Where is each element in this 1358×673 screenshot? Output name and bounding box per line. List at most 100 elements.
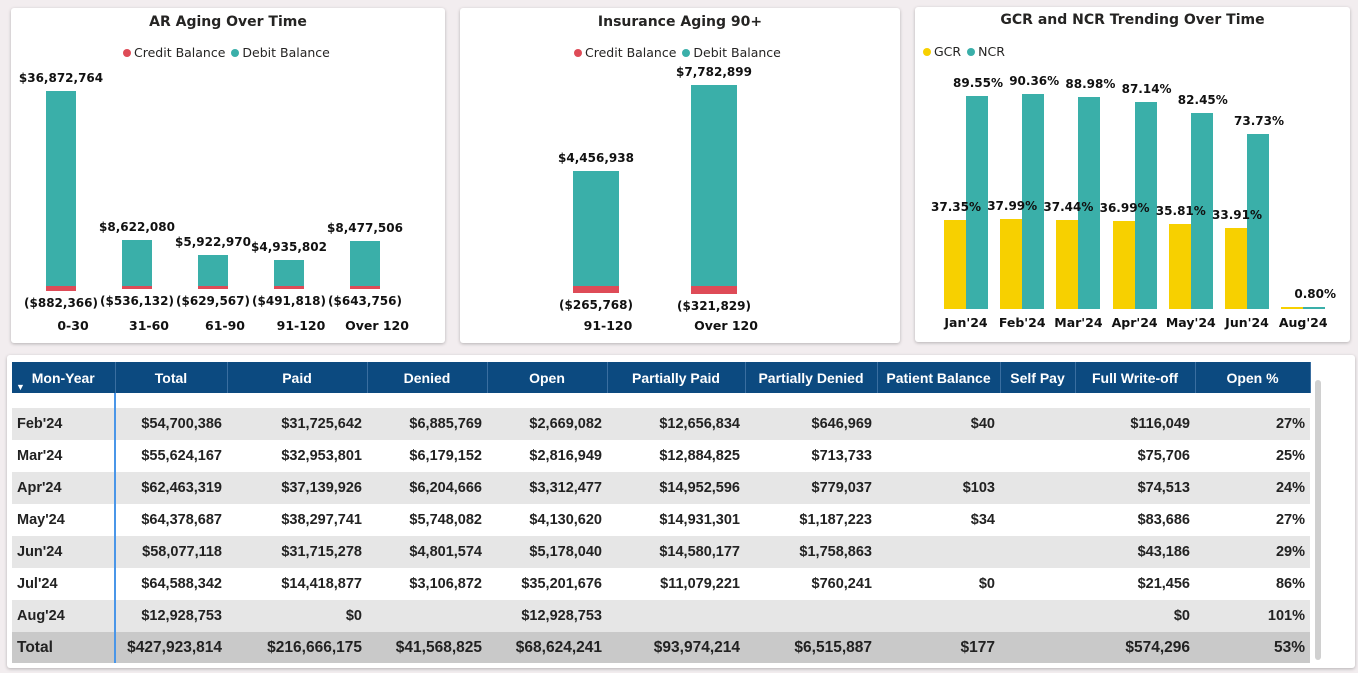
column-header[interactable]: Open bbox=[487, 362, 608, 393]
column-header[interactable]: Full Write-off bbox=[1075, 362, 1196, 393]
credit-bar bbox=[122, 286, 152, 289]
category-label: Feb'24 bbox=[998, 315, 1046, 330]
debit-bar bbox=[573, 171, 619, 286]
column-header[interactable]: Paid bbox=[227, 362, 368, 393]
column-header[interactable]: Partially Denied bbox=[745, 362, 878, 393]
table-cell: 27% bbox=[1195, 408, 1310, 440]
table-cell: 27% bbox=[1195, 504, 1310, 536]
column-header[interactable]: Patient Balance bbox=[877, 362, 1001, 393]
debit-label: $8,477,506 bbox=[327, 221, 403, 236]
debit-dot-icon bbox=[231, 49, 240, 57]
category-label: 61-90 bbox=[205, 318, 245, 333]
legend-debit[interactable]: Debit Balance bbox=[231, 45, 330, 60]
table-cell: $427,923,814 bbox=[115, 632, 227, 663]
ncr-dot-icon bbox=[967, 48, 976, 56]
credit-label: ($629,567) bbox=[176, 294, 250, 309]
table-cell: $54,700,386 bbox=[115, 408, 227, 440]
table-cell: Jun'24 bbox=[12, 536, 116, 568]
category-label: 0-30 bbox=[57, 318, 89, 333]
sort-desc-icon[interactable]: ▼ bbox=[16, 382, 25, 392]
table-cell: $14,580,177 bbox=[607, 536, 745, 568]
table-scrollbar[interactable] bbox=[1315, 380, 1321, 660]
table-cell: $55,624,167 bbox=[115, 440, 227, 472]
table-cell: $4,130,620 bbox=[487, 504, 607, 536]
table-cell: $3,312,477 bbox=[487, 472, 607, 504]
gcr-bar bbox=[1281, 307, 1304, 309]
credit-label: ($643,756) bbox=[328, 294, 402, 309]
table-cell: 53% bbox=[1195, 632, 1310, 663]
ins-legend: Credit Balance Debit Balance bbox=[574, 45, 781, 60]
table-cell: 24% bbox=[1195, 472, 1310, 504]
gcr-ncr-chart-panel: GCR and NCR Trending Over Time GCR NCR 3… bbox=[915, 7, 1350, 342]
gcr-ncr-title: GCR and NCR Trending Over Time bbox=[1000, 12, 1265, 28]
table-cell: $58,077,118 bbox=[115, 536, 227, 568]
ncr-bar bbox=[966, 95, 988, 309]
gcr-dot-icon bbox=[923, 48, 931, 56]
gcr-bar bbox=[1112, 220, 1135, 309]
table-cell: $0 bbox=[877, 568, 1000, 600]
credit-label: ($882,366) bbox=[24, 295, 98, 310]
column-header[interactable]: Mon-Year ▼ bbox=[12, 362, 116, 393]
table-cell bbox=[607, 600, 745, 632]
table-cell: $38,297,741 bbox=[227, 504, 367, 536]
credit-bar bbox=[46, 286, 76, 291]
table-cell: $177 bbox=[877, 632, 1000, 663]
column-header[interactable]: Denied bbox=[367, 362, 488, 393]
table-cell: $14,418,877 bbox=[227, 568, 367, 600]
table-row[interactable]: May'24 $64,378,687 $38,297,741 $5,748,082 $4… bbox=[12, 504, 1310, 536]
table-cell bbox=[877, 536, 1000, 568]
gcr-bar bbox=[1168, 223, 1191, 309]
table-row[interactable]: Apr'24 $62,463,319 $37,139,926 $6,204,666 $3… bbox=[12, 472, 1310, 504]
table-cell: $4,801,574 bbox=[367, 536, 487, 568]
table-cell: $93,974,214 bbox=[607, 632, 745, 663]
debit-label: $4,456,938 bbox=[558, 151, 634, 165]
ar-aging-chart-panel: AR Aging Over Time Credit Balance Debit … bbox=[11, 8, 445, 343]
table-cell: $41,568,825 bbox=[367, 632, 487, 663]
legend-credit[interactable]: Credit Balance bbox=[123, 45, 225, 60]
table-cell: $14,931,301 bbox=[607, 504, 745, 536]
column-header[interactable]: Total bbox=[115, 362, 228, 393]
category-label: Jan'24 bbox=[944, 315, 988, 330]
table-cell: $6,179,152 bbox=[367, 440, 487, 472]
debit-label: $4,935,802 bbox=[251, 239, 327, 254]
legend-gcr[interactable]: GCR bbox=[923, 44, 961, 59]
table-cell: $31,715,278 bbox=[227, 536, 367, 568]
column-header[interactable]: Partially Paid bbox=[607, 362, 746, 393]
gcr-label: 37.35% bbox=[931, 200, 981, 215]
column-header[interactable]: Self Pay bbox=[1000, 362, 1076, 393]
legend-credit[interactable]: Credit Balance bbox=[574, 45, 676, 60]
table-row[interactable]: Jun'24 $58,077,118 $31,715,278 $4,801,574 $5… bbox=[12, 536, 1310, 568]
table-cell bbox=[1000, 600, 1075, 632]
gcr-bar bbox=[1000, 218, 1023, 309]
table-cell bbox=[877, 440, 1000, 472]
credit-bar bbox=[350, 286, 380, 290]
table-cell bbox=[745, 600, 877, 632]
debit-bar bbox=[198, 254, 228, 286]
legend-ncr[interactable]: NCR bbox=[967, 44, 1005, 59]
table-cell: $5,748,082 bbox=[367, 504, 487, 536]
table-cell: $0 bbox=[227, 600, 367, 632]
table-row[interactable]: Feb'24 $54,700,386 $31,725,642 $6,885,769 $2… bbox=[12, 408, 1310, 440]
table-row[interactable]: Aug'24 $12,928,753 $0 $12,928,753 $0 101% bbox=[12, 600, 1310, 632]
ncr-bar bbox=[1190, 112, 1213, 309]
table-cell: $34 bbox=[877, 504, 1000, 536]
category-label: 91-120 bbox=[583, 318, 633, 333]
table-cell: $2,816,949 bbox=[487, 440, 607, 472]
credit-bar bbox=[691, 286, 737, 295]
table-row[interactable]: Mar'24 $55,624,167 $32,953,801 $6,179,152 $2… bbox=[12, 440, 1310, 472]
table-cell bbox=[1000, 408, 1075, 440]
category-label: Over 120 bbox=[694, 318, 758, 333]
table-row[interactable]: Jul'24 $64,588,342 $14,418,877 $3,106,872 $3… bbox=[12, 568, 1310, 600]
ncr-bar bbox=[1247, 133, 1269, 309]
table-cell: $6,515,887 bbox=[745, 632, 877, 663]
column-header[interactable]: Open % bbox=[1195, 362, 1311, 393]
debit-bar bbox=[691, 85, 737, 286]
legend-debit[interactable]: Debit Balance bbox=[682, 45, 781, 60]
table-cell: $74,513 bbox=[1075, 472, 1195, 504]
ncr-label: 0.80% bbox=[1294, 287, 1337, 301]
table-total-row[interactable]: Total $427,923,814 $216,666,175 $41,568,825… bbox=[12, 632, 1310, 663]
table-cell: $5,178,040 bbox=[487, 536, 607, 568]
table-cell: $1,758,863 bbox=[745, 536, 877, 568]
table-cell: 101% bbox=[1195, 600, 1310, 632]
debit-bar bbox=[350, 241, 380, 286]
